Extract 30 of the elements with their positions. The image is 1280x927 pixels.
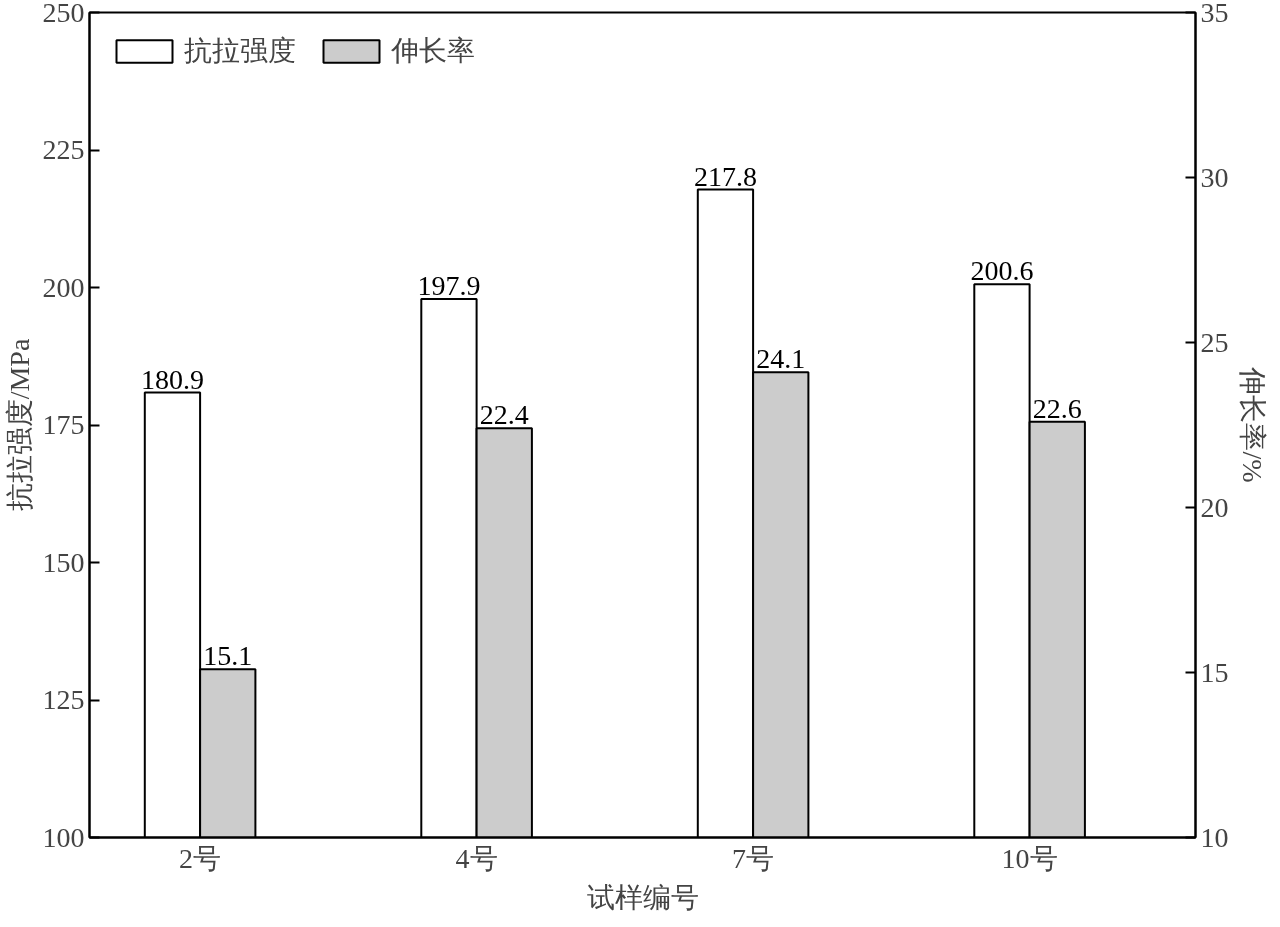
y2-axis-title: 伸长率/% (1236, 366, 1268, 483)
y2-tick-label: 30 (1200, 161, 1229, 193)
x-axis-title: 试样编号 (586, 881, 699, 913)
y-tick-label: 125 (42, 684, 85, 715)
x-tick-label: 10号 (1001, 842, 1058, 874)
data-label: 15.1 (203, 640, 253, 672)
y2-tick-label: 35 (1200, 0, 1229, 28)
data-label: 24.1 (756, 343, 806, 375)
y-tick-label: 100 (42, 821, 85, 853)
data-label: 217.8 (693, 160, 757, 192)
legend-label: 伸长率 (391, 34, 475, 68)
y-tick-label: 200 (42, 271, 85, 303)
y2-tick-label: 15 (1200, 656, 1229, 688)
legend-label: 抗拉强度 (184, 34, 296, 68)
data-label: 180.9 (140, 363, 204, 395)
y2-tick-label: 10 (1200, 821, 1229, 853)
y-tick-label: 175 (42, 409, 85, 440)
data-label: 197.9 (417, 270, 481, 302)
data-label: 22.6 (1032, 392, 1082, 424)
x-tick-label: 4号 (455, 842, 498, 874)
y-tick-label: 250 (42, 0, 85, 28)
x-tick-label: 2号 (179, 842, 222, 874)
y2-tick-label: 20 (1200, 491, 1229, 523)
data-label: 200.6 (970, 255, 1034, 287)
y-tick-label: 150 (42, 546, 85, 578)
y-tick-label: 225 (42, 134, 85, 165)
data-label: 22.4 (479, 399, 529, 431)
y-axis-title: 抗拉强度/MPa (3, 338, 35, 512)
x-tick-label: 7号 (732, 842, 775, 874)
y2-tick-label: 25 (1200, 326, 1229, 358)
